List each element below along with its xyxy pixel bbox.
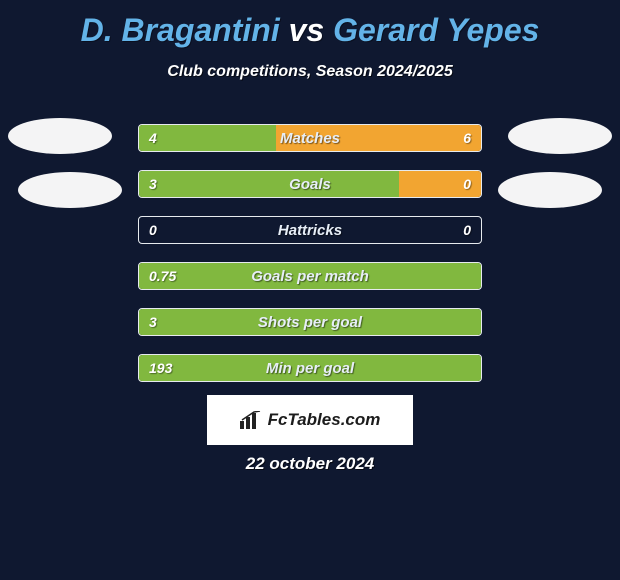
stat-row-shots-per-goal: 3Shots per goal	[138, 308, 482, 336]
page-title: D. Bragantini vs Gerard Yepes	[0, 0, 620, 49]
left-value: 3	[149, 171, 157, 197]
player1-name: D. Bragantini	[81, 12, 280, 48]
stat-row-goals: 30Goals	[138, 170, 482, 198]
right-value: 6	[463, 125, 471, 151]
left-fill	[139, 171, 399, 197]
right-value: 0	[463, 217, 471, 243]
stat-row-goals-per-match: 0.75Goals per match	[138, 262, 482, 290]
left-value: 0	[149, 217, 157, 243]
left-fill	[139, 309, 481, 335]
chart-icon	[240, 411, 262, 429]
right-fill	[276, 125, 481, 151]
date-text: 22 october 2024	[0, 454, 620, 474]
right-club-badge-2	[498, 172, 602, 208]
left-value: 4	[149, 125, 157, 151]
logo-text: FcTables.com	[268, 410, 381, 430]
left-club-badge-1	[8, 118, 112, 154]
left-club-badge-2	[18, 172, 122, 208]
right-club-badge-1	[508, 118, 612, 154]
right-value: 0	[463, 171, 471, 197]
stat-row-min-per-goal: 193Min per goal	[138, 354, 482, 382]
stat-row-hattricks: 0 0Hattricks	[138, 216, 482, 244]
left-value: 0.75	[149, 263, 176, 289]
left-value: 3	[149, 309, 157, 335]
left-fill	[139, 263, 481, 289]
vs-text: vs	[289, 12, 325, 48]
left-fill	[139, 355, 481, 381]
player2-name: Gerard Yepes	[333, 12, 539, 48]
left-value: 193	[149, 355, 172, 381]
subtitle: Club competitions, Season 2024/2025	[0, 63, 620, 81]
comparison-bars: 46Matches30Goals00Hattricks0.75Goals per…	[138, 124, 482, 400]
left-fill	[139, 125, 276, 151]
stat-label: Hattricks	[139, 217, 481, 243]
stat-row-matches: 46Matches	[138, 124, 482, 152]
fctables-logo: FcTables.com	[207, 395, 413, 445]
